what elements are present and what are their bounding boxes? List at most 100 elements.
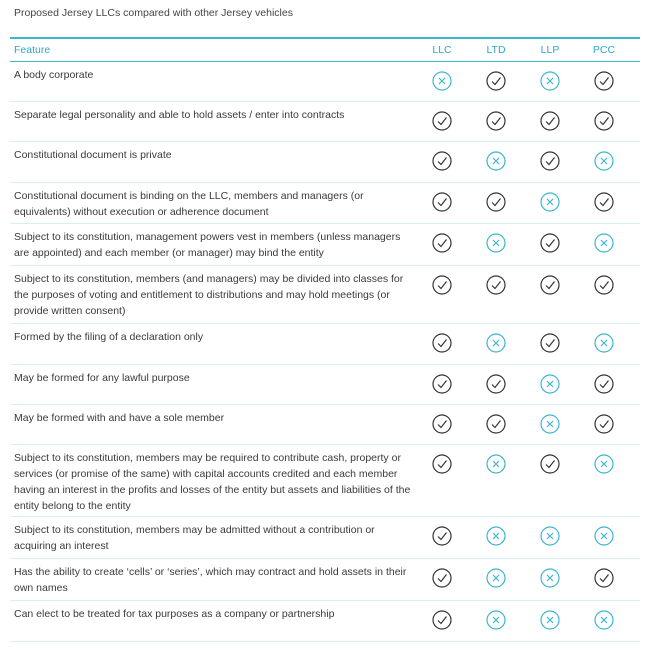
check-circle-icon: [432, 233, 452, 253]
cross-circle-icon: [432, 71, 452, 91]
cell-ltd: [469, 405, 523, 444]
cell-ltd: [469, 266, 523, 323]
cross-circle-icon: [540, 610, 560, 630]
check-circle-icon: [432, 610, 452, 630]
cell-llc: [415, 142, 469, 182]
header-llc: LLC: [432, 44, 452, 56]
check-circle-icon: [594, 111, 614, 131]
header-llp: LLP: [540, 44, 560, 56]
cross-circle-icon: [486, 568, 506, 588]
comparison-table: Feature LLC LTD LLP PCC A body corporate…: [10, 37, 640, 642]
cell-ltd: [469, 62, 523, 101]
feature-label: Subject to its constitution, members (an…: [14, 273, 404, 317]
cross-circle-icon: [594, 610, 614, 630]
cell-pcc: [577, 324, 631, 364]
cell-llp: [523, 445, 577, 516]
cell-llc: [415, 324, 469, 364]
cell-llp: [523, 601, 577, 641]
check-circle-icon: [540, 454, 560, 474]
cell-pcc: [577, 183, 631, 223]
table-row: Formed by the filing of a declaration on…: [10, 324, 640, 365]
cross-circle-icon: [486, 233, 506, 253]
check-circle-icon: [486, 275, 506, 295]
check-circle-icon: [432, 192, 452, 212]
cell-ltd: [469, 324, 523, 364]
cell-ltd: [469, 142, 523, 182]
cell-pcc: [577, 266, 631, 323]
feature-label: Separate legal personality and able to h…: [14, 109, 345, 121]
cell-llp: [523, 224, 577, 265]
cell-ltd: [469, 183, 523, 223]
check-circle-icon: [540, 111, 560, 131]
check-circle-icon: [432, 333, 452, 353]
check-circle-icon: [486, 414, 506, 434]
cross-circle-icon: [486, 151, 506, 171]
cross-circle-icon: [594, 454, 614, 474]
table-row: Subject to its constitution, members may…: [10, 517, 640, 559]
cross-circle-icon: [486, 610, 506, 630]
feature-label: May be formed with and have a sole membe…: [14, 412, 225, 424]
cell-llp: [523, 559, 577, 600]
feature-label: Constitutional document is binding on th…: [14, 190, 364, 218]
check-circle-icon: [486, 111, 506, 131]
table-row: May be formed with and have a sole membe…: [10, 405, 640, 445]
cross-circle-icon: [594, 151, 614, 171]
check-circle-icon: [432, 151, 452, 171]
cell-llp: [523, 517, 577, 558]
table-row: Separate legal personality and able to h…: [10, 102, 640, 142]
check-circle-icon: [486, 71, 506, 91]
check-circle-icon: [594, 374, 614, 394]
cell-pcc: [577, 142, 631, 182]
cell-llp: [523, 324, 577, 364]
cell-llp: [523, 102, 577, 141]
check-circle-icon: [594, 414, 614, 434]
cell-llc: [415, 183, 469, 223]
cell-llc: [415, 224, 469, 265]
cell-ltd: [469, 224, 523, 265]
cross-circle-icon: [540, 414, 560, 434]
cell-llp: [523, 183, 577, 223]
cell-llc: [415, 559, 469, 600]
cell-ltd: [469, 365, 523, 404]
table-row: Subject to its constitution, members may…: [10, 445, 640, 517]
header-feature: Feature: [14, 44, 51, 56]
cell-llp: [523, 405, 577, 444]
cell-llp: [523, 365, 577, 404]
table-row: Has the ability to create ‘cells’ or ‘se…: [10, 559, 640, 601]
cell-llc: [415, 405, 469, 444]
cell-pcc: [577, 365, 631, 404]
cell-pcc: [577, 224, 631, 265]
cell-ltd: [469, 445, 523, 516]
cross-circle-icon: [486, 526, 506, 546]
cell-ltd: [469, 601, 523, 641]
cell-llp: [523, 266, 577, 323]
feature-label: Constitutional document is private: [14, 149, 172, 161]
table-row: Constitutional document is binding on th…: [10, 183, 640, 224]
cross-circle-icon: [540, 71, 560, 91]
cell-llc: [415, 62, 469, 101]
check-circle-icon: [432, 454, 452, 474]
check-circle-icon: [432, 568, 452, 588]
cell-llp: [523, 62, 577, 101]
cell-pcc: [577, 445, 631, 516]
table-row: Constitutional document is private: [10, 142, 640, 183]
cross-circle-icon: [594, 233, 614, 253]
cell-ltd: [469, 102, 523, 141]
cell-pcc: [577, 517, 631, 558]
feature-label: A body corporate: [14, 69, 94, 81]
feature-label: Subject to its constitution, members may…: [14, 524, 375, 552]
check-circle-icon: [540, 333, 560, 353]
check-circle-icon: [432, 111, 452, 131]
cell-llc: [415, 517, 469, 558]
table-row: Subject to its constitution, members (an…: [10, 266, 640, 324]
check-circle-icon: [594, 275, 614, 295]
cell-ltd: [469, 559, 523, 600]
table-title: Proposed Jersey LLCs compared with other…: [14, 7, 293, 19]
cell-pcc: [577, 601, 631, 641]
table-row: May be formed for any lawful purpose: [10, 365, 640, 405]
cell-llc: [415, 102, 469, 141]
check-circle-icon: [540, 151, 560, 171]
cell-llc: [415, 445, 469, 516]
cross-circle-icon: [594, 333, 614, 353]
feature-label: May be formed for any lawful purpose: [14, 372, 190, 384]
